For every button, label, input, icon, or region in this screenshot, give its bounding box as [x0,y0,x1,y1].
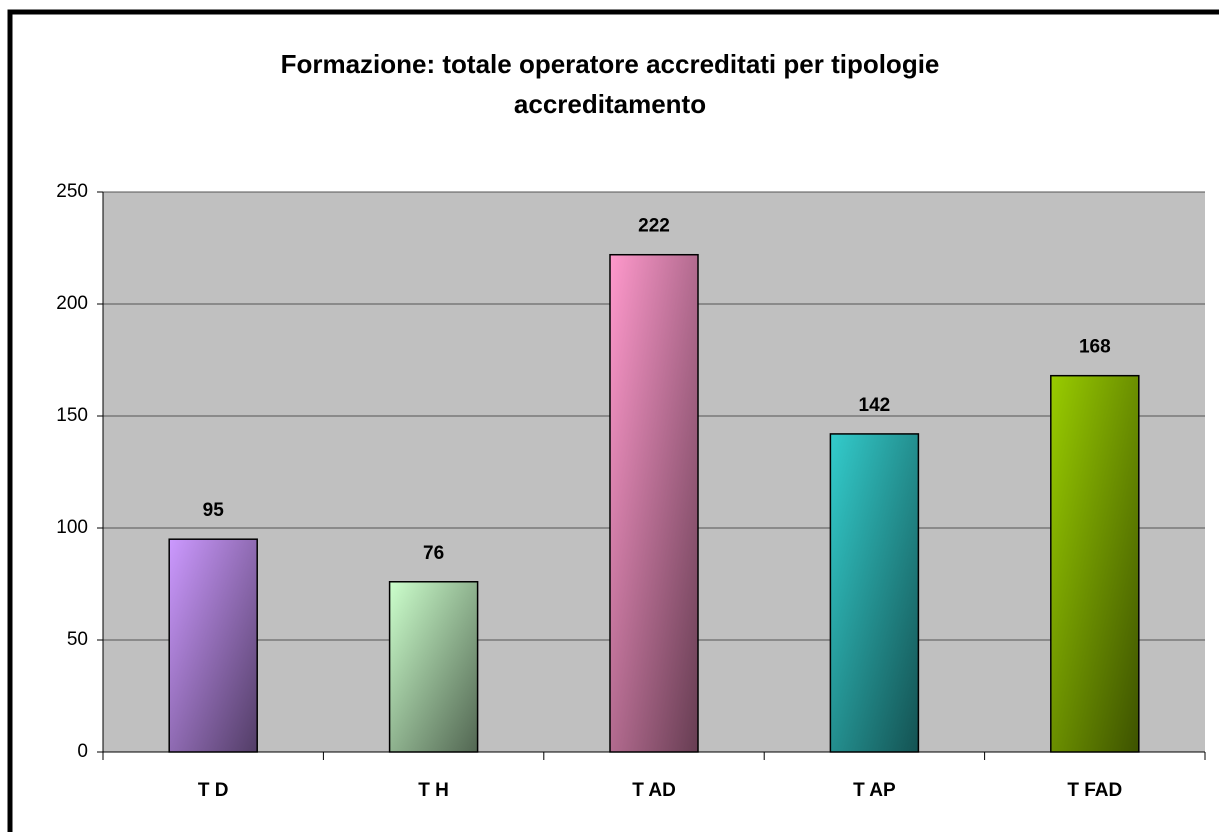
bar [829,433,920,753]
y-tick-label: 50 [67,629,88,650]
bar [1050,374,1140,753]
y-tick-label: 200 [56,293,88,314]
y-tick-label: 100 [56,517,88,538]
chart-frame [7,9,1219,832]
x-tick-label: T AP [853,780,896,801]
y-tick-label: 0 [77,741,88,762]
chart-title: Formazione: totale operatore accreditati… [280,49,940,119]
data-label: 222 [638,216,670,237]
x-tick-label: T H [418,780,449,801]
bar [609,253,699,753]
bar [168,538,258,753]
data-label: 76 [423,543,444,564]
x-tick-label: T AD [632,780,676,801]
data-label: 95 [203,500,225,521]
data-label: 168 [1079,337,1111,358]
y-tick-label: 150 [56,405,88,426]
x-tick-label: T D [198,780,229,801]
bar [388,581,479,753]
y-tick-label: 250 [56,181,88,202]
x-tick-label: T FAD [1067,780,1122,801]
data-label: 142 [859,395,891,416]
